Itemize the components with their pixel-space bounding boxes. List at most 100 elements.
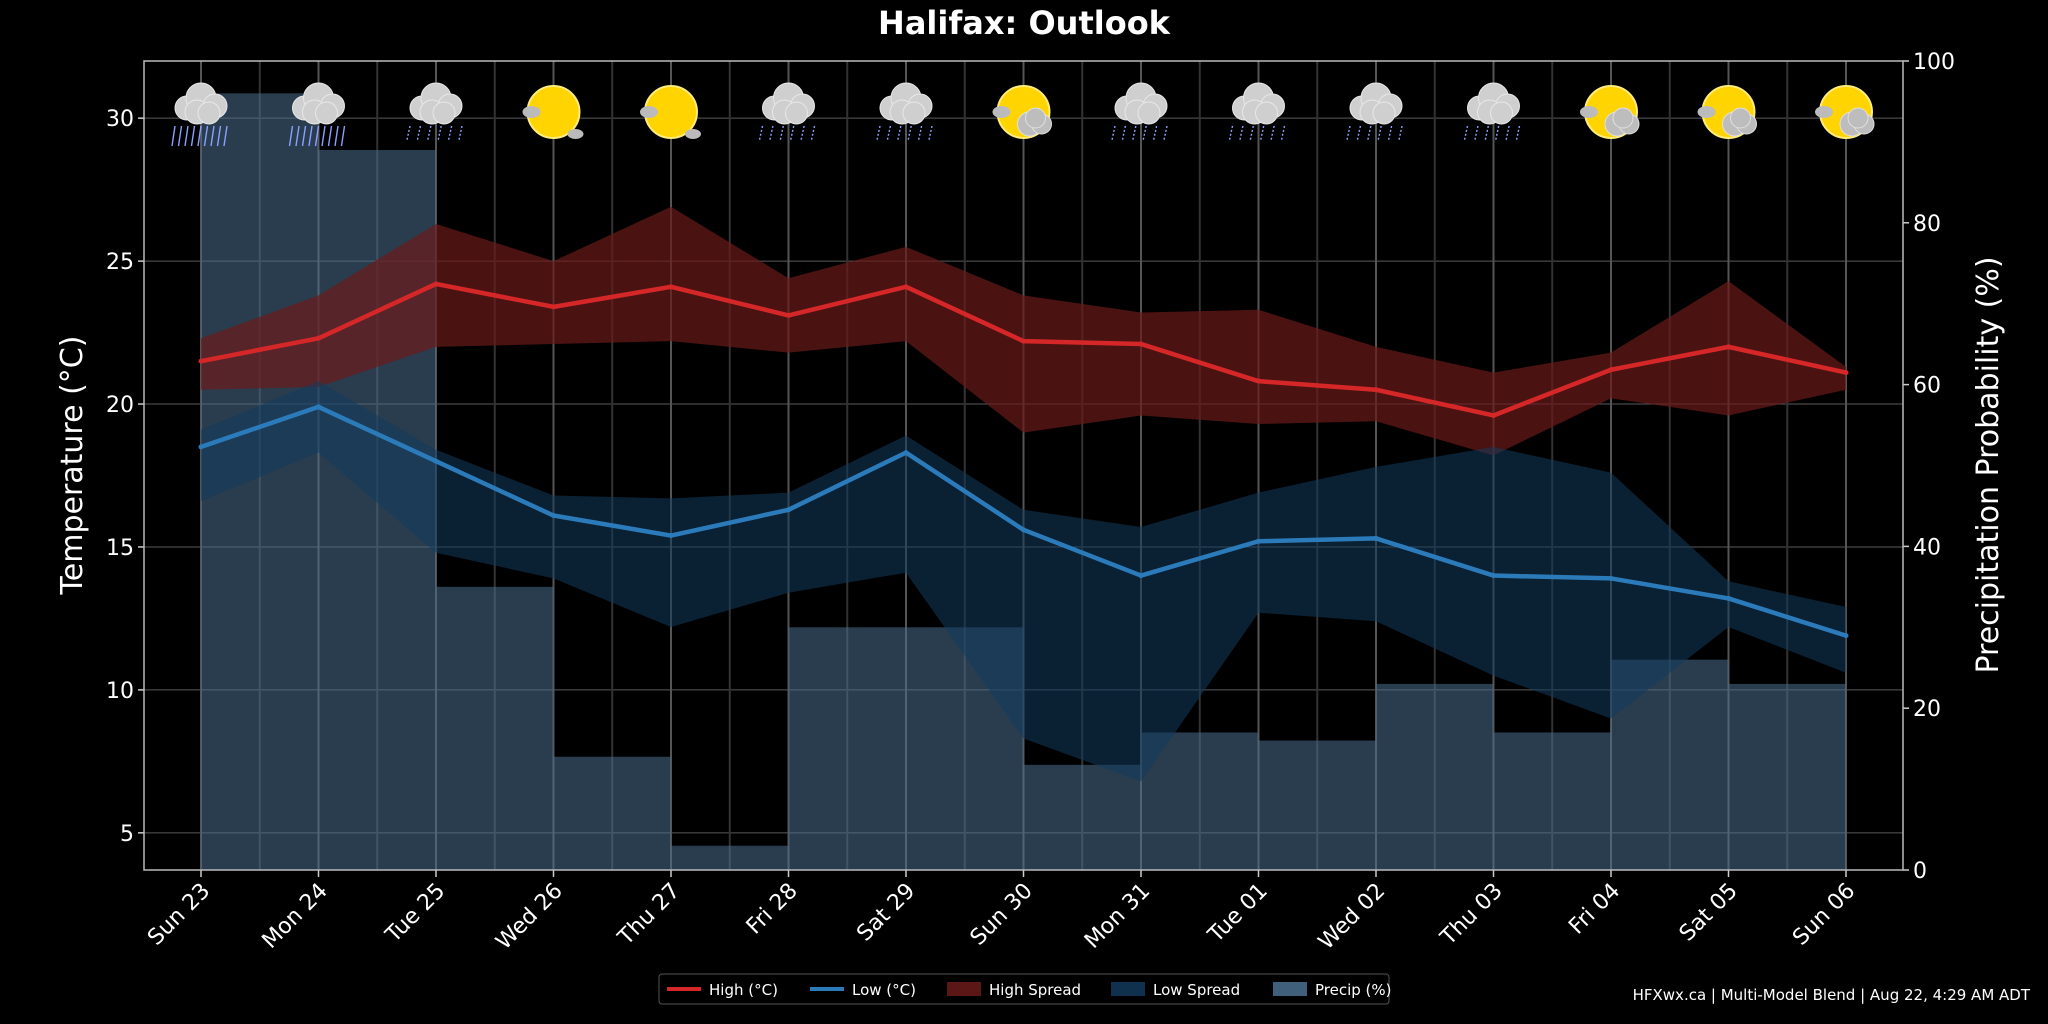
high-temp-point xyxy=(1373,387,1379,393)
precip-bar xyxy=(436,586,554,870)
cloud-shape xyxy=(292,82,345,125)
cloud-puff xyxy=(1490,101,1513,125)
y-tick-label-right: 80 xyxy=(1913,212,1941,237)
x-tick-label: Fri 04 xyxy=(1564,879,1625,940)
precip-bar xyxy=(553,756,671,870)
high-temp-point xyxy=(551,304,556,310)
rain-drop xyxy=(184,125,189,147)
legend-label: High Spread xyxy=(989,981,1081,999)
y-tick-label-right: 20 xyxy=(1913,697,1941,722)
high-temp-point xyxy=(668,284,674,290)
low-temp-point xyxy=(198,444,204,450)
cloud-puff xyxy=(1847,107,1869,129)
partly-cloudy-icon xyxy=(992,85,1052,139)
cloud-shape xyxy=(174,82,228,125)
rain-drop xyxy=(288,125,294,147)
precip-bar xyxy=(788,627,906,870)
precip-bar xyxy=(1258,740,1376,870)
small-cloud xyxy=(1815,106,1875,137)
low-temp-point xyxy=(903,450,909,456)
high-spread-area xyxy=(201,206,1846,456)
y-tick-label-left: 5 xyxy=(120,822,134,847)
rain-drop xyxy=(314,125,320,147)
y-tick-label-left: 20 xyxy=(106,393,134,418)
x-tick-label: Thu 27 xyxy=(613,879,685,951)
precip-bar xyxy=(1376,683,1494,870)
cloud-puff xyxy=(785,101,808,125)
x-tick-label: Wed 02 xyxy=(1314,879,1390,955)
cloud-shape xyxy=(879,82,933,125)
high-temp-point xyxy=(1138,341,1144,347)
sun-icon xyxy=(522,85,584,139)
legend: High (°C) Low (°C) High Spread Low Spread Pr… xyxy=(658,973,1392,1005)
low-temp-point xyxy=(1608,575,1614,581)
rain-drop xyxy=(171,125,176,147)
rain-drop xyxy=(321,125,326,147)
high-temp-point xyxy=(903,284,909,290)
low-temp-point xyxy=(1138,573,1144,579)
cloud-puff xyxy=(1697,106,1716,118)
rain-drop xyxy=(301,125,307,147)
cloud-shape xyxy=(1349,82,1403,125)
y-tick-label-left: 25 xyxy=(106,250,134,275)
rain-drop xyxy=(216,125,222,147)
high-temp-point xyxy=(1256,378,1261,384)
high-temp-point xyxy=(1021,338,1026,344)
legend-swatch-box xyxy=(947,982,981,996)
y-tick-label-right: 40 xyxy=(1913,535,1941,560)
rain-drop xyxy=(308,125,313,147)
cloud-puff xyxy=(992,106,1011,118)
cloud-puff xyxy=(1815,106,1833,118)
small-cloud xyxy=(992,106,1052,137)
small-cloud xyxy=(1580,106,1640,137)
heavy-rain-icon xyxy=(288,82,346,147)
light-rain-icon xyxy=(406,82,463,141)
plot-frame xyxy=(143,60,1904,871)
partly-cloudy-icon xyxy=(1815,85,1875,139)
rain-drop xyxy=(295,125,300,147)
low-spread-area xyxy=(201,381,1846,782)
small-cloud xyxy=(522,106,584,139)
precip-bar xyxy=(1023,764,1141,870)
cloud-shape xyxy=(1232,82,1285,125)
cloud-puff xyxy=(1025,107,1046,129)
cloud-puff xyxy=(1612,107,1634,129)
cloud-shape xyxy=(1114,82,1168,125)
rain-icon xyxy=(876,82,933,141)
cloud-puff xyxy=(1730,107,1751,129)
x-tick-label: Mon 31 xyxy=(1080,879,1155,954)
y-tick-label-left: 15 xyxy=(106,536,134,561)
legend-swatch-box xyxy=(1273,982,1307,996)
y-tick-label-left: 10 xyxy=(106,679,134,704)
rain-drop xyxy=(197,125,202,147)
rain-icon xyxy=(1346,82,1403,141)
cloud-shape xyxy=(409,82,463,125)
cloud-shape xyxy=(1467,82,1520,125)
x-tick-label: Tue 01 xyxy=(1203,879,1273,949)
low-temp-point xyxy=(1373,535,1379,541)
high-temp-point xyxy=(316,335,321,341)
high-temp-point xyxy=(1491,412,1496,418)
legend-label: High (°C) xyxy=(709,981,778,999)
rain-drop xyxy=(334,125,339,147)
y-tick-label-right: 100 xyxy=(1913,50,1955,75)
small-cloud xyxy=(1697,106,1757,137)
cloud-puff xyxy=(197,101,221,125)
cloud-puff xyxy=(1580,106,1598,118)
x-tick-label: Sun 06 xyxy=(1788,879,1860,951)
x-tick-label: Tue 25 xyxy=(381,879,451,949)
precip-bar xyxy=(1728,683,1846,870)
low-temp-point xyxy=(1726,595,1731,601)
high-temp-point xyxy=(198,358,204,364)
high-temp-point xyxy=(786,312,791,318)
cloud-puff xyxy=(522,106,541,118)
rain-drop xyxy=(177,125,183,147)
y-axis-label-temperature: Temperature (°C) xyxy=(55,336,90,596)
low-temp-point xyxy=(316,404,321,410)
small-cloud xyxy=(640,106,701,139)
light-rain-icon xyxy=(1111,82,1168,141)
cloud-puff xyxy=(1255,101,1278,125)
x-tick-label: Thu 03 xyxy=(1435,879,1507,951)
cloud-puff xyxy=(432,101,456,125)
rain-drop xyxy=(190,125,196,147)
